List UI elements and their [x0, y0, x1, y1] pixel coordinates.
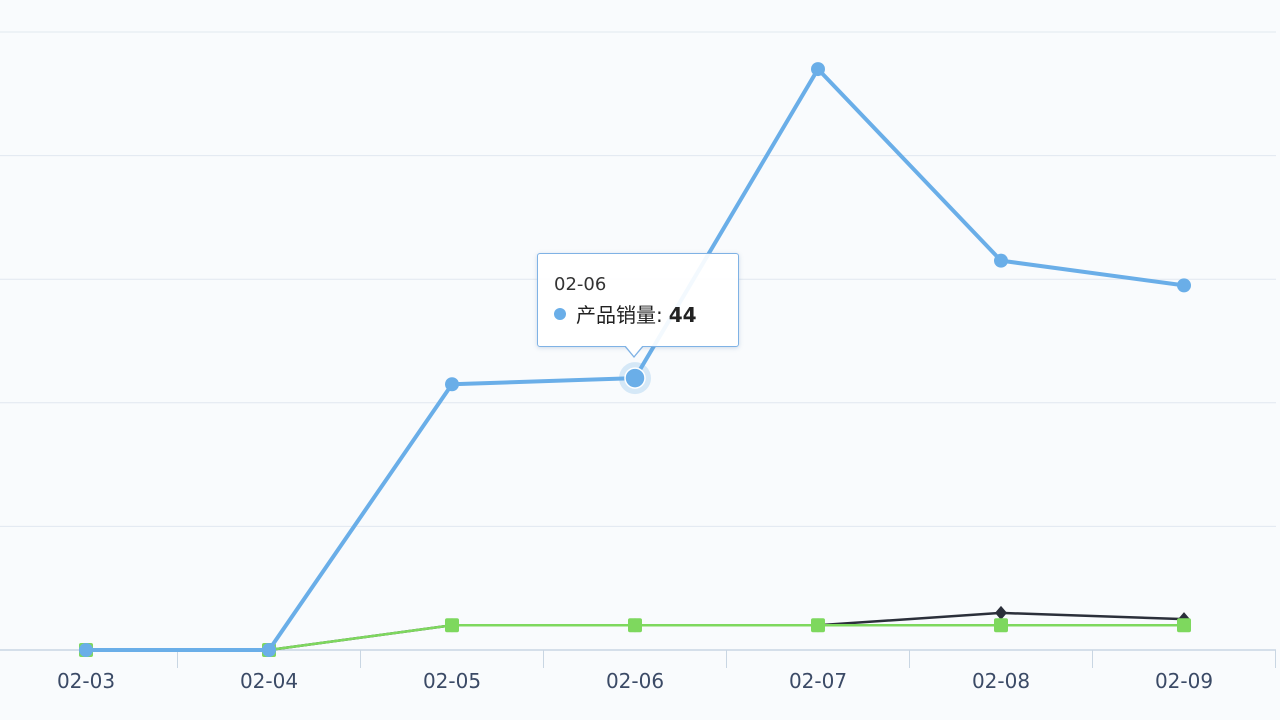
data-point: [811, 62, 825, 77]
data-point: [79, 643, 93, 657]
data-point: [262, 643, 276, 657]
data-point: [994, 618, 1008, 633]
tooltip-row: 产品销量: 44: [554, 302, 738, 328]
tooltip-series-marker-icon: [554, 308, 566, 320]
x-axis: 02-03 02-04 02-05 02-06 02-07 02-08 02-09: [0, 649, 1276, 693]
data-point: [445, 618, 459, 633]
tooltip-value: 44: [668, 303, 697, 327]
data-point: [995, 605, 1007, 620]
x-tick-label: 02-09: [1155, 669, 1213, 693]
tooltip-pointer-fill: [625, 345, 643, 356]
data-point: [811, 618, 825, 633]
x-tick-label: 02-07: [789, 669, 847, 693]
hover-highlight: [619, 362, 651, 395]
series-line: [86, 67, 1185, 652]
data-point: [628, 618, 642, 633]
x-tick-label: 02-06: [606, 669, 664, 693]
tooltip-series-name: 产品销量: [576, 303, 656, 327]
data-point: [445, 377, 459, 392]
series-lines: [79, 62, 1191, 657]
highlight-point: [624, 367, 646, 389]
data-point: [994, 253, 1008, 268]
tooltip: 02-06 产品销量: 44: [537, 253, 739, 347]
tooltip-separator: :: [656, 303, 663, 327]
series-group: [79, 62, 1191, 657]
data-point: [1177, 278, 1191, 293]
x-tick-label: 02-04: [240, 669, 298, 693]
data-point: [1177, 618, 1191, 633]
x-tick-label: 02-08: [972, 669, 1030, 693]
tooltip-title: 02-06: [554, 274, 607, 295]
x-tick-label: 02-03: [57, 669, 115, 693]
x-tick-label: 02-05: [423, 669, 481, 693]
